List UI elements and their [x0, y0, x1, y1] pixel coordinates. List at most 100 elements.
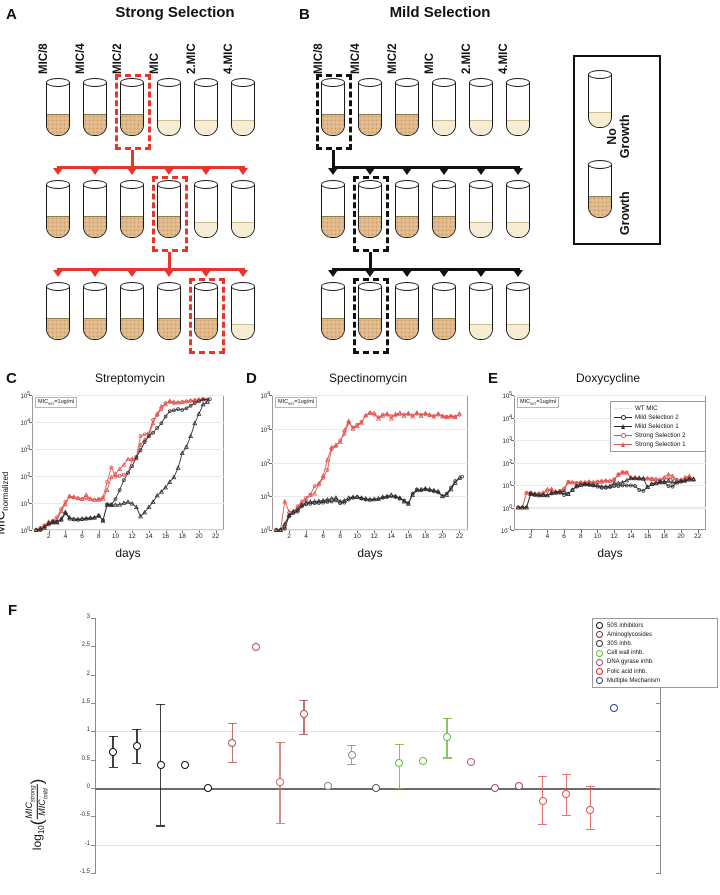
legend-marker-2 [596, 640, 603, 648]
selection-highlight-box [115, 74, 151, 150]
arrow-head [328, 270, 338, 277]
y-tickmark [511, 530, 514, 531]
x-tickmark [98, 530, 100, 533]
legend-label-4: DNA gyrase inhb. [607, 659, 654, 666]
test-tube-nogrowth [432, 78, 458, 140]
test-tube-growth [120, 78, 146, 140]
connector-line [167, 268, 171, 270]
error-bar-cap [538, 775, 548, 777]
x-tickmark [597, 530, 599, 533]
tube-liquid [158, 216, 180, 237]
tube-liquid [396, 114, 418, 135]
data-point [538, 797, 547, 806]
y-tickmark [269, 395, 272, 396]
tube-liquid [84, 114, 106, 135]
test-tube-growth [588, 160, 614, 222]
y-tickmark-right [656, 844, 661, 846]
data-point [395, 759, 404, 768]
x-tickmark [680, 530, 682, 533]
tube-rim [157, 282, 181, 291]
tube-body [588, 164, 612, 218]
tube-rim [469, 180, 493, 189]
tube-liquid [121, 318, 143, 339]
connector-line [167, 252, 171, 268]
test-tube-growth [395, 78, 421, 140]
arrow-head [513, 270, 523, 277]
tube-liquid [322, 318, 344, 339]
x-tick-label: 12 [370, 533, 378, 540]
y-tickmark-right [656, 816, 661, 818]
tube-liquid [47, 216, 69, 237]
gridline [32, 503, 224, 504]
tube-legend-label-1: Growth [617, 191, 632, 236]
legend-swatch-circle [614, 414, 632, 422]
tube-body [120, 184, 144, 238]
x-tick-label: 12 [128, 533, 136, 540]
connector-line [368, 252, 372, 268]
tube-rim [157, 78, 181, 87]
doxycycline-chart: 10-1 100 101 102 103 104 105 2 4 6 8 10 12 14 16 18 20 22… [482, 365, 720, 595]
tube-rim [588, 70, 612, 79]
tube-rim [506, 282, 530, 291]
y-tickmark [269, 530, 272, 531]
x-tickmark [165, 530, 167, 533]
tube-body [46, 82, 70, 136]
concentration-label-4: 2.MIC [461, 43, 473, 74]
tube-liquid [47, 318, 69, 339]
y-tickmark [91, 646, 96, 648]
connector-line [516, 166, 520, 168]
y-tickmark [29, 422, 32, 423]
test-tube-growth [120, 282, 146, 344]
legend-swatch-triangle [614, 441, 632, 449]
tube-body [358, 82, 382, 136]
x-tickmark [547, 530, 549, 533]
y-tick-label: 101 [502, 481, 512, 490]
y-tickmark [511, 440, 514, 441]
tube-body [469, 82, 493, 136]
y-tickmark [91, 731, 96, 733]
tube-liquid [507, 222, 529, 237]
x-tickmark [664, 530, 666, 533]
x-tick-label: 14 [145, 533, 153, 540]
tube-rim [83, 180, 107, 189]
x-axis-label: days [597, 546, 623, 560]
error-bar-cap [347, 764, 357, 766]
y-tick-label: 3 [86, 614, 90, 620]
test-tube-growth [83, 78, 109, 140]
y-tickmark [91, 759, 96, 761]
arrow-head [201, 168, 211, 175]
tube-rim [194, 282, 218, 291]
y-tickmark [29, 476, 32, 477]
tube-rim [358, 78, 382, 87]
test-tube-nogrowth [506, 180, 532, 242]
chart-series-legend: WT MIC Mild Selection 2 Mild Selection 1 St… [610, 401, 706, 452]
test-tube-nogrowth [231, 180, 257, 242]
y-tickmark [511, 462, 514, 464]
tube-body [120, 82, 144, 136]
arrow-head [513, 168, 523, 175]
error-bar-cap [442, 717, 452, 720]
x-tick-label: 8 [338, 533, 342, 540]
legend-label-2: 30S inhb. [607, 640, 633, 647]
tube-liquid [232, 222, 254, 237]
tube-legend-box [573, 55, 661, 245]
x-tickmark [425, 530, 427, 533]
connector-line [56, 166, 60, 168]
y-axis-label: log10(MICstrong MICmild) [23, 778, 50, 851]
tube-liquid [433, 318, 455, 339]
x-tickmark [374, 530, 376, 533]
test-tube-growth [321, 282, 347, 344]
legend-label-6: Multiple Mechanism [607, 677, 661, 684]
tube-body [46, 286, 70, 340]
x-tick-label: 16 [404, 533, 412, 540]
tube-rim [588, 160, 612, 169]
tube-body [157, 82, 181, 136]
tube-liquid [121, 114, 143, 135]
tube-body [231, 286, 255, 340]
tube-rim [469, 78, 493, 87]
connector-line [93, 166, 97, 168]
connector-line [241, 268, 245, 270]
panel-f-letter: F [8, 602, 18, 619]
y-tick-label: 0.5 [81, 755, 90, 762]
error-bar-cap [394, 743, 404, 746]
